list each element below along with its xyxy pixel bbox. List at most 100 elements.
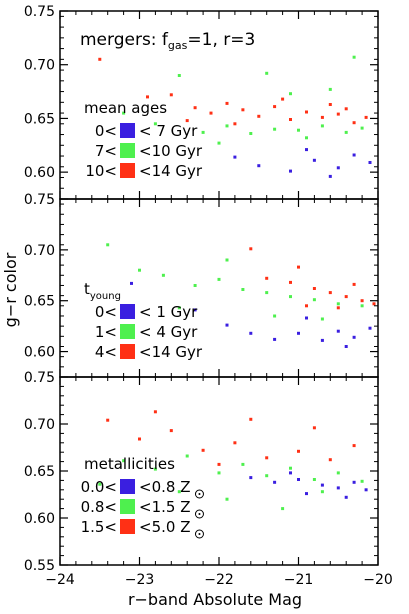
legend-lower-bound: 0.0< — [81, 478, 117, 496]
data-point — [185, 119, 189, 123]
data-point — [328, 103, 332, 106]
panel-metallicities: 0.55 0.60 0.65 0.70 0.75 metallicities 0.0< <0.… — [24, 370, 379, 574]
y-tick-label: 0.70 — [24, 58, 55, 74]
legend-upper-bound: < 1 Gyr — [139, 303, 198, 321]
data-point — [209, 111, 213, 115]
data-point — [364, 115, 368, 119]
data-point — [305, 110, 308, 114]
legend-upper-bound: < 7 Gyr — [139, 122, 198, 140]
data-point — [153, 467, 157, 471]
data-point — [328, 291, 332, 295]
data-point — [368, 326, 372, 330]
data-point — [289, 169, 292, 173]
legend-swatch — [120, 519, 135, 534]
data-point — [289, 295, 292, 299]
data-point — [312, 426, 316, 430]
data-point — [312, 478, 316, 481]
legend-upper-bound: <1.5 Z — [139, 498, 190, 516]
y-tick-label: 0.60 — [24, 345, 55, 361]
legend-title-text: t — [84, 280, 90, 298]
data-point — [360, 304, 364, 308]
data-point — [320, 490, 324, 494]
chart-title-sub: gas — [168, 39, 188, 52]
data-point — [185, 454, 189, 458]
data-point — [320, 115, 324, 119]
data-point — [273, 337, 277, 341]
data-point — [265, 71, 269, 75]
data-point — [305, 492, 308, 496]
data-point — [289, 280, 292, 284]
y-tick-label: 0.55 — [24, 558, 55, 574]
data-point — [273, 480, 277, 484]
data-point — [297, 449, 300, 453]
data-point — [201, 130, 205, 134]
data-point — [289, 466, 292, 470]
data-point — [305, 136, 308, 140]
data-point — [241, 108, 245, 112]
x-tick-label: −22 — [204, 572, 234, 588]
legend-title: metallicities — [84, 455, 175, 473]
x-tick-label: −24 — [45, 572, 75, 588]
data-point — [249, 331, 253, 335]
data-point — [328, 174, 332, 178]
x-tick-label: −23 — [125, 572, 155, 588]
data-point — [328, 87, 332, 91]
legend-title-text: mean ages — [84, 99, 167, 117]
data-point — [225, 497, 229, 501]
legend-swatch — [120, 143, 135, 158]
data-point — [297, 478, 300, 481]
data-point — [312, 298, 316, 302]
legend-lower-bound: 0< — [95, 303, 117, 321]
data-point — [177, 490, 181, 494]
data-point — [336, 302, 340, 306]
data-point — [233, 441, 237, 445]
y-axis-label: g−r color — [1, 252, 20, 327]
data-point — [217, 141, 221, 145]
data-point — [98, 482, 102, 486]
data-point — [281, 507, 285, 511]
data-point — [297, 128, 300, 132]
y-tick-label: 0.65 — [24, 294, 55, 310]
data-point — [138, 437, 141, 441]
y-tick-label: 0.60 — [24, 165, 55, 181]
data-point — [193, 106, 197, 110]
x-axis: −24 −23 −22 −21 −20 — [45, 572, 393, 588]
data-point — [122, 459, 126, 463]
data-point — [169, 429, 173, 433]
data-point — [312, 287, 316, 290]
data-point — [217, 462, 221, 466]
data-point — [312, 158, 316, 162]
data-point — [193, 284, 197, 287]
legend-upper-bound: <5.0 Z — [139, 518, 190, 536]
data-point — [169, 93, 173, 97]
data-point — [336, 471, 340, 475]
data-point — [352, 480, 356, 484]
data-point — [249, 417, 253, 421]
legend-swatch — [120, 324, 135, 339]
data-point — [336, 306, 340, 310]
data-point — [265, 276, 269, 280]
data-point — [233, 122, 237, 126]
data-point — [249, 476, 253, 480]
data-point — [273, 127, 277, 131]
y-tick-label: 0.75 — [24, 192, 55, 208]
data-point — [360, 299, 364, 303]
y-tick-label: 0.65 — [24, 464, 55, 480]
legend-title: mean ages — [84, 99, 167, 117]
data-point — [360, 479, 364, 483]
legend-lower-bound: 1.5< — [81, 518, 117, 536]
data-point — [372, 302, 376, 306]
data-point — [289, 92, 292, 96]
data-point — [233, 155, 237, 159]
data-point — [225, 323, 229, 327]
legend-lower-bound: 7< — [95, 142, 117, 160]
data-point — [305, 316, 308, 320]
data-point — [146, 95, 149, 99]
legend-upper-bound: <10 Gyr — [139, 142, 203, 160]
legend-lower-bound: 1< — [95, 323, 117, 341]
data-point — [273, 105, 277, 109]
legend-lower-bound: 0.8< — [81, 498, 117, 516]
